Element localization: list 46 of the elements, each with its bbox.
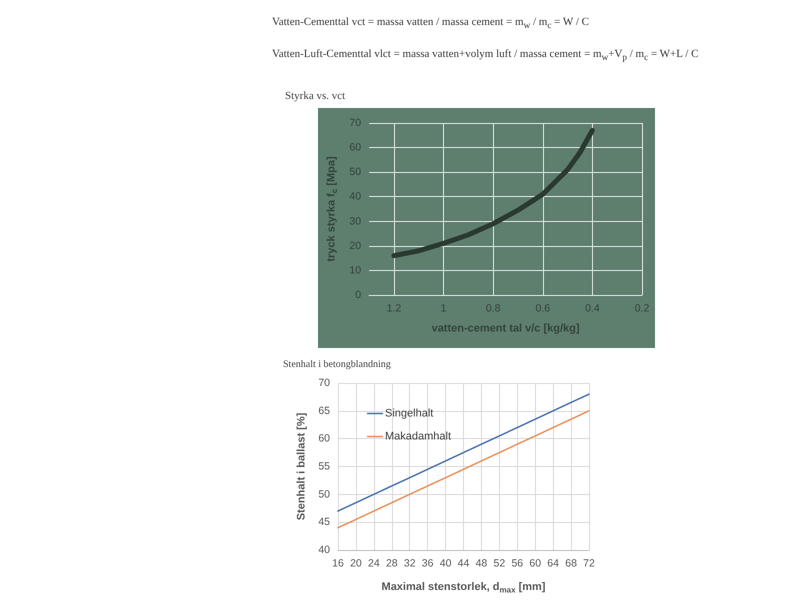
y-tick-label: 50: [318, 488, 330, 500]
line-series: [337, 410, 590, 528]
y-axis-title: Stenhalt i ballast [%]: [296, 412, 308, 520]
y-tick-label: 65: [318, 404, 330, 417]
chart-title: Styrka vs. vct: [285, 90, 346, 102]
x-tick-label: 60: [529, 558, 542, 570]
line-series: [337, 393, 590, 512]
x-tick-label: 40: [440, 558, 452, 570]
y-tick-label: 30: [349, 215, 362, 228]
x-tick-label: 28: [386, 558, 398, 570]
x-tick-label: 1.2: [386, 302, 402, 314]
x-tick-label: 72: [583, 558, 595, 570]
y-tick-label: 40: [318, 544, 330, 556]
x-tick-label: 48: [476, 558, 488, 570]
y-tick-label: 60: [349, 142, 362, 154]
chart-title: Stenhalt i betongblandning: [283, 359, 391, 370]
text: Vatten-Luft-Cementtal vlct = massa vatten+volym luft / massa cement = m$_{w}$+V$_{p}$ / m$_{c}$ = W+L / C: [272, 48, 698, 62]
y-tick-label: 0: [355, 289, 362, 301]
x-axis-title: vatten-cement tal v/c [kg/kg]: [432, 322, 580, 334]
y-tick-label: 10: [349, 264, 362, 276]
x-tick-label: 64: [547, 558, 560, 570]
y-tick-label: 70: [349, 117, 362, 129]
x-tick-label: 0.6: [535, 302, 550, 314]
x-tick-label: 44: [458, 558, 470, 570]
y-axis-title: tryck styrka fc [Mpa]: [326, 156, 339, 262]
x-tick-label: 16: [332, 558, 344, 570]
y-tick-label: 40: [349, 190, 362, 203]
x-tick-label: 0.2: [634, 302, 650, 314]
x-tick-label: 0.4: [585, 302, 600, 314]
x-tick-label: 56: [511, 558, 524, 570]
y-tick-label: 60: [318, 432, 330, 445]
y-tick-label: 70: [318, 377, 330, 389]
legend-label: Singelhalt: [385, 408, 434, 420]
x-tick-label: 24: [368, 558, 380, 570]
y-tick-label: 45: [318, 516, 330, 528]
x-tick-label: 1: [440, 302, 447, 314]
text: Vatten-Cementtal vct = massa vatten / massa cement = m$_{w}$ / m$_{c}$ = W / C: [272, 16, 590, 30]
y-tick-label: 55: [318, 460, 330, 472]
y-tick-label: 50: [349, 166, 362, 178]
legend-label: Makadamhalt: [385, 430, 452, 442]
x-tick-label: 32: [404, 558, 416, 570]
x-tick-label: 0.8: [486, 302, 501, 314]
y-tick-label: 20: [349, 240, 362, 252]
x-tick-label: 68: [565, 558, 578, 570]
x-tick-label: 52: [494, 558, 506, 570]
x-tick-label: 36: [422, 558, 434, 570]
